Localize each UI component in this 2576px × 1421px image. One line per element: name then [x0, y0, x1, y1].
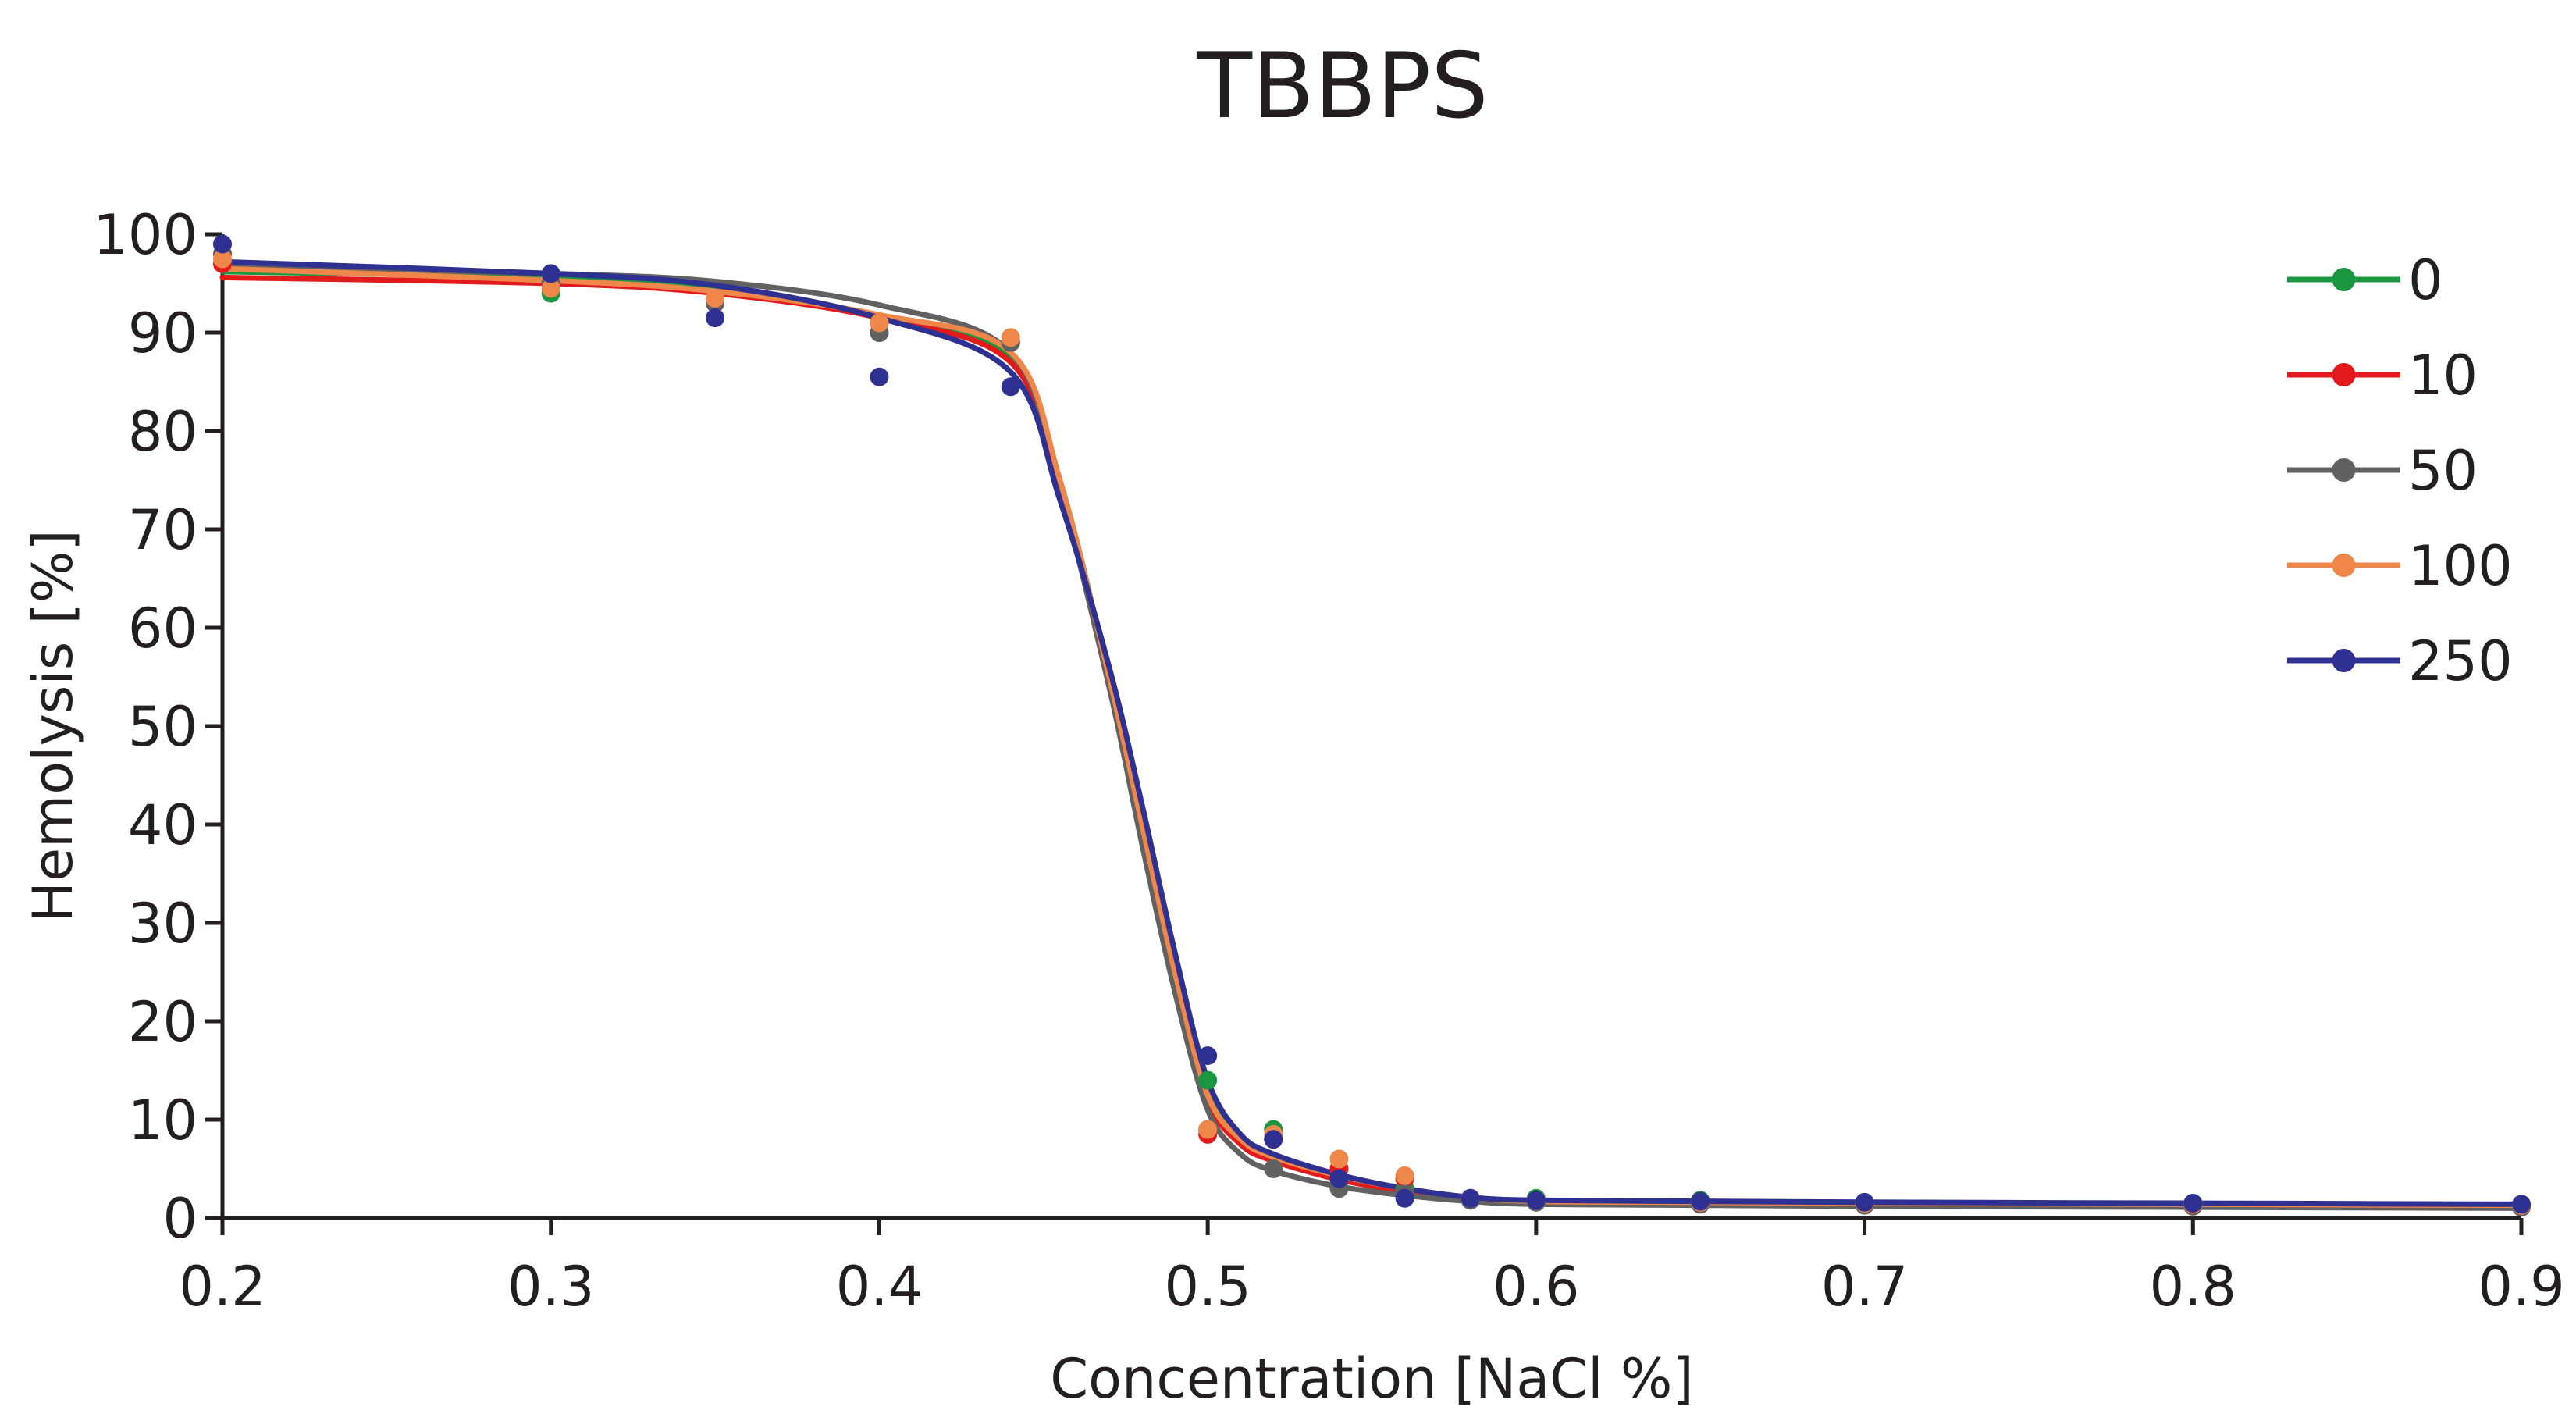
- data-point-250: [2183, 1194, 2203, 1213]
- data-point-100: [1001, 328, 1020, 347]
- legend-label: 10: [2408, 344, 2478, 408]
- data-point-250: [1691, 1191, 1710, 1211]
- legend-marker: [2332, 458, 2356, 482]
- y-axis-label: Hemolysis [%]: [21, 529, 85, 922]
- legend-label: 50: [2408, 439, 2478, 503]
- data-point-250: [1855, 1192, 1874, 1212]
- data-point-0: [1198, 1070, 1218, 1090]
- y-tick-label: 100: [93, 203, 197, 267]
- legend-label: 250: [2408, 629, 2513, 693]
- data-point-100: [870, 313, 889, 333]
- data-point-250: [1526, 1191, 1546, 1210]
- x-tick-label: 0.4: [836, 1255, 923, 1319]
- data-point-250: [706, 308, 725, 328]
- legend-item-10: 10: [2287, 344, 2478, 408]
- data-points: [213, 234, 2531, 1217]
- x-tick-label: 0.3: [507, 1255, 594, 1319]
- data-point-250: [1461, 1188, 1480, 1208]
- legend-item-100: 100: [2287, 534, 2513, 598]
- x-tick-label: 0.7: [1821, 1255, 1908, 1319]
- chart-title: TBBPS: [1196, 34, 1489, 139]
- x-tick-label: 0.2: [179, 1255, 265, 1319]
- x-tick-label: 0.6: [1493, 1255, 1579, 1319]
- data-point-250: [1001, 377, 1020, 397]
- data-point-250: [541, 264, 560, 283]
- data-point-100: [1395, 1166, 1414, 1185]
- fit-curve-100: [219, 265, 2524, 1209]
- y-tick-label: 40: [128, 793, 197, 857]
- legend-item-50: 50: [2287, 439, 2478, 503]
- data-point-50: [1264, 1159, 1283, 1178]
- fit-curve-50: [219, 262, 2524, 1211]
- legend-marker: [2332, 554, 2356, 577]
- x-tick-label: 0.5: [1164, 1255, 1251, 1319]
- axes: 0.2 0.3 0.4 0.5 0.6 0.7 0.8 0.9 0 10 20 30 40 50 60 70 8…: [93, 203, 2564, 1319]
- y-tick-label: 0: [162, 1187, 197, 1251]
- legend-label: 0: [2408, 248, 2443, 312]
- legend-label: 100: [2408, 534, 2513, 598]
- y-tick-label: 70: [128, 498, 197, 562]
- data-point-250: [1198, 1046, 1218, 1066]
- legend-item-0: 0: [2287, 248, 2443, 312]
- fit-curves: [219, 258, 2524, 1211]
- legend-marker: [2332, 268, 2356, 291]
- data-point-100: [1329, 1149, 1349, 1169]
- data-point-250: [1329, 1169, 1349, 1188]
- fit-curve-0: [219, 269, 2524, 1209]
- data-point-100: [1198, 1120, 1218, 1139]
- y-tick-label: 10: [128, 1088, 197, 1152]
- data-point-250: [1395, 1188, 1414, 1208]
- data-point-250: [213, 234, 232, 254]
- y-tick-label: 30: [128, 892, 197, 956]
- fit-curve-250: [219, 258, 2524, 1207]
- x-axis-label: Concentration [NaCl %]: [1050, 1347, 1693, 1411]
- legend-marker: [2332, 649, 2356, 672]
- fit-curve-10: [219, 274, 2524, 1210]
- y-tick-label: 60: [128, 597, 197, 661]
- legend-marker: [2332, 363, 2356, 386]
- x-tick-label: 0.8: [2150, 1255, 2236, 1319]
- y-tick-label: 50: [128, 695, 197, 759]
- data-point-100: [541, 279, 560, 298]
- legend: 0 10 50 100 250: [2287, 248, 2513, 693]
- x-tick-label: 0.9: [2478, 1255, 2564, 1319]
- data-point-250: [870, 367, 889, 386]
- y-tick-label: 20: [128, 990, 197, 1054]
- legend-item-250: 250: [2287, 629, 2513, 693]
- y-tick-label: 90: [128, 301, 197, 365]
- data-point-100: [213, 249, 232, 269]
- data-point-250: [2512, 1195, 2531, 1214]
- data-point-100: [706, 288, 725, 308]
- data-point-250: [1264, 1130, 1283, 1149]
- y-tick-label: 80: [128, 400, 197, 464]
